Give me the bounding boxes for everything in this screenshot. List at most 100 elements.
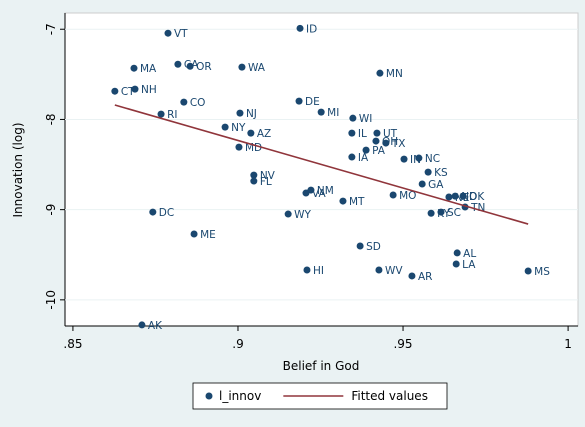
point: [373, 129, 381, 137]
y-tick-label: -8: [44, 113, 58, 125]
point: [452, 260, 460, 268]
point-label: MO: [399, 190, 416, 202]
point-label: MT: [349, 196, 365, 208]
point-label: IA: [358, 152, 369, 164]
point-label: PA: [372, 145, 386, 157]
point: [349, 114, 357, 122]
point-label: MS: [534, 266, 550, 278]
x-tick-label: .85: [63, 337, 82, 351]
point: [235, 143, 243, 151]
point-label: AR: [418, 271, 432, 283]
point-label: MN: [386, 68, 403, 80]
point: [524, 267, 532, 275]
point-label: OR: [196, 61, 212, 73]
point-label: UT: [383, 128, 398, 140]
point-label: GA: [428, 179, 444, 191]
point-label: NM: [317, 185, 334, 197]
point-label: IL: [358, 128, 367, 140]
point-label: MA: [140, 63, 157, 75]
point-label: SD: [366, 241, 381, 253]
point: [238, 63, 246, 71]
point: [174, 60, 182, 68]
point: [437, 208, 445, 216]
point-label: WI: [359, 113, 372, 125]
point: [375, 266, 383, 274]
point: [164, 29, 172, 37]
point-label: NJ: [246, 108, 257, 120]
point: [138, 321, 146, 329]
point: [376, 69, 384, 77]
point-label: MI: [327, 107, 339, 119]
point-label: CO: [190, 97, 206, 109]
point: [130, 64, 138, 72]
point-label: DE: [305, 96, 320, 108]
point: [111, 87, 119, 95]
point: [445, 193, 453, 201]
point: [389, 191, 397, 199]
point: [372, 137, 380, 145]
point-label: IN: [410, 154, 421, 166]
point-label: KS: [434, 167, 448, 179]
point-label: AL: [463, 248, 476, 260]
x-tick-label: .9: [232, 337, 243, 351]
point: [180, 98, 188, 106]
point: [408, 272, 416, 280]
point: [295, 97, 303, 105]
point-label: MD: [245, 142, 262, 154]
point-label: NY: [231, 122, 246, 134]
legend-label: Fitted values: [351, 389, 428, 403]
point: [190, 230, 198, 238]
point-label: TX: [391, 138, 406, 150]
legend-label: l_innov: [219, 389, 261, 403]
y-tick-label: -10: [44, 290, 58, 310]
y-tick-label: -9: [44, 204, 58, 216]
point: [317, 108, 325, 116]
point-label: VA: [312, 188, 327, 200]
point-label: ID: [306, 23, 317, 35]
point: [250, 171, 258, 179]
point-label: DC: [159, 207, 174, 219]
x-tick-label: .95: [393, 337, 412, 351]
point-label: HI: [313, 265, 324, 277]
point-label: ME: [200, 229, 216, 241]
point: [424, 168, 432, 176]
point: [250, 177, 258, 185]
point-label: AK: [148, 320, 163, 332]
point: [131, 85, 139, 93]
point-label: WY: [294, 209, 311, 221]
point-label: NH: [141, 84, 157, 96]
point: [157, 110, 165, 118]
point: [356, 242, 364, 250]
fit-line: [114, 104, 529, 225]
plot-area: [64, 12, 579, 327]
point-label: AZ: [257, 128, 271, 140]
point-label: NV: [260, 170, 276, 182]
legend-swatch: [205, 392, 213, 400]
x-axis-title: Belief in God: [283, 359, 360, 373]
point-label: LA: [462, 259, 476, 271]
y-axis-title: Innovation (log): [11, 122, 25, 217]
point-label: WA: [248, 62, 266, 74]
point: [236, 109, 244, 117]
point: [400, 155, 408, 163]
point-label: NC: [425, 153, 440, 165]
point-label: OK: [469, 191, 485, 203]
point: [362, 146, 370, 154]
point: [339, 197, 347, 205]
point: [451, 192, 459, 200]
point: [221, 123, 229, 131]
point: [415, 154, 423, 162]
point: [459, 192, 467, 200]
point: [149, 208, 157, 216]
point-label: KY: [437, 208, 451, 220]
point: [307, 186, 315, 194]
point: [348, 129, 356, 137]
point: [418, 180, 426, 188]
point: [247, 129, 255, 137]
point-label: SC: [447, 207, 461, 219]
point-label: VT: [174, 28, 188, 40]
point-label: WV: [385, 265, 403, 277]
point: [382, 139, 390, 147]
point-label: RI: [167, 109, 177, 121]
